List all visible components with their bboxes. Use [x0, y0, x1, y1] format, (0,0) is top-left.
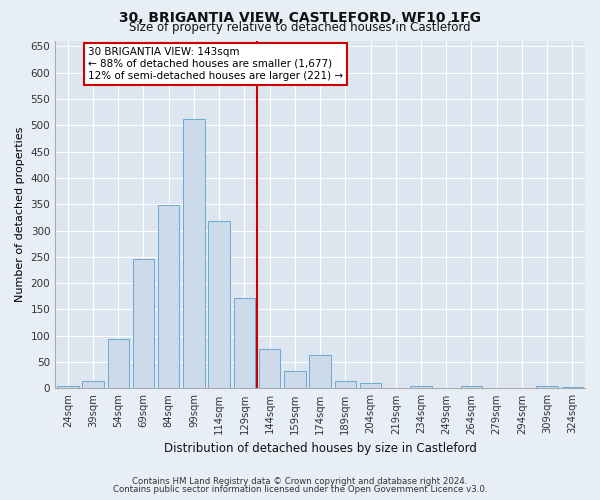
Bar — [82, 380, 104, 388]
Text: Size of property relative to detached houses in Castleford: Size of property relative to detached ho… — [129, 22, 471, 35]
Bar — [536, 386, 558, 388]
Bar — [158, 205, 179, 388]
Bar — [133, 260, 154, 388]
Text: Contains public sector information licensed under the Open Government Licence v3: Contains public sector information licen… — [113, 485, 487, 494]
Bar — [461, 386, 482, 388]
Bar — [233, 298, 255, 388]
X-axis label: Distribution of detached houses by size in Castleford: Distribution of detached houses by size … — [164, 442, 476, 455]
Bar — [360, 383, 381, 388]
Y-axis label: Number of detached properties: Number of detached properties — [15, 127, 25, 302]
Bar — [562, 387, 583, 388]
Text: Contains HM Land Registry data © Crown copyright and database right 2024.: Contains HM Land Registry data © Crown c… — [132, 477, 468, 486]
Bar — [335, 381, 356, 388]
Bar — [410, 386, 432, 388]
Bar — [284, 371, 305, 388]
Bar — [208, 221, 230, 388]
Text: 30 BRIGANTIA VIEW: 143sqm
← 88% of detached houses are smaller (1,677)
12% of se: 30 BRIGANTIA VIEW: 143sqm ← 88% of detac… — [88, 48, 343, 80]
Bar — [107, 340, 129, 388]
Bar — [57, 386, 79, 388]
Bar — [259, 349, 280, 389]
Bar — [310, 356, 331, 388]
Text: 30, BRIGANTIA VIEW, CASTLEFORD, WF10 1FG: 30, BRIGANTIA VIEW, CASTLEFORD, WF10 1FG — [119, 11, 481, 25]
Bar — [183, 119, 205, 388]
